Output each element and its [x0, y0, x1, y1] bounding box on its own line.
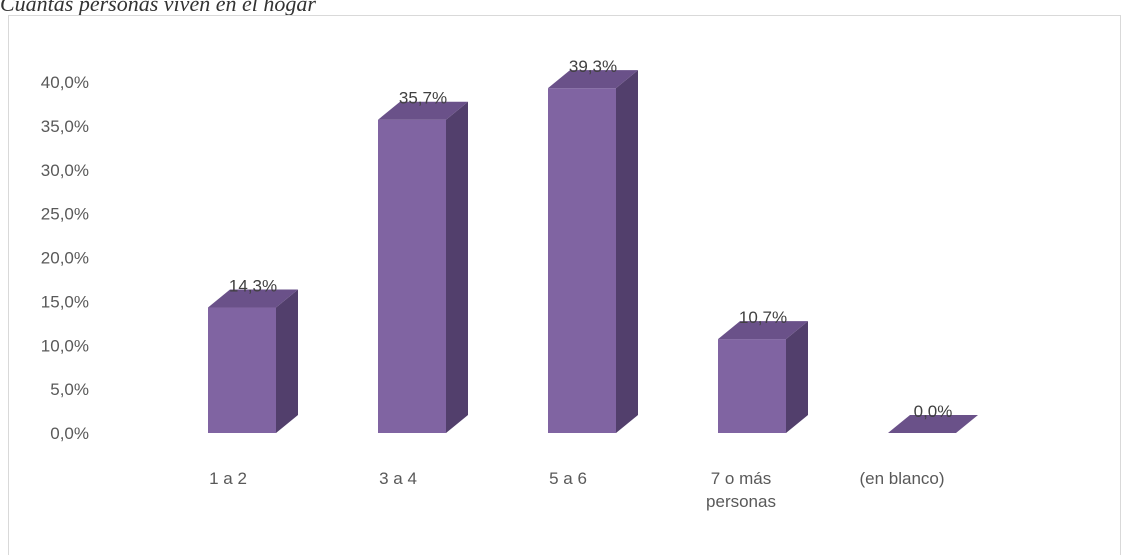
y-tick-label: 15,0%: [41, 292, 89, 311]
bar-side: [276, 289, 298, 433]
y-tick-label: 5,0%: [50, 380, 89, 399]
y-tick-label: 20,0%: [41, 249, 89, 268]
x-category-label: personas: [706, 492, 776, 511]
data-label: 35,7%: [399, 89, 447, 108]
bar-front: [208, 307, 276, 433]
data-label: 0,0%: [914, 402, 953, 421]
x-category-label: (en blanco): [859, 469, 944, 488]
bar-front: [548, 88, 616, 433]
y-tick-label: 40,0%: [41, 73, 89, 92]
x-category-label: 1 a 2: [209, 469, 247, 488]
y-tick-label: 25,0%: [41, 205, 89, 224]
bar-side: [616, 70, 638, 433]
y-tick-label: 35,0%: [41, 117, 89, 136]
x-category-label: 3 a 4: [379, 469, 417, 488]
bar-front: [718, 339, 786, 433]
bar-top: [548, 70, 638, 89]
bar-top: [378, 101, 468, 120]
bar-front: [378, 119, 446, 434]
chart-frame: [8, 15, 1121, 555]
bar-top: [888, 415, 978, 433]
data-label: 10,7%: [739, 308, 787, 327]
data-label: 39,3%: [569, 57, 617, 76]
bar-top: [718, 321, 808, 340]
x-category-label: 7 o más: [711, 469, 771, 488]
x-category-label: 5 a 6: [549, 469, 587, 488]
bar-side: [786, 321, 808, 433]
chart-title: Cuántas personas viven en el hogar: [0, 0, 316, 16]
bar-side: [446, 101, 468, 434]
bar-top: [208, 289, 298, 308]
y-tick-label: 10,0%: [41, 336, 89, 355]
data-label: 14,3%: [229, 277, 277, 296]
y-tick-label: 0,0%: [50, 424, 89, 443]
y-tick-label: 30,0%: [41, 161, 89, 180]
